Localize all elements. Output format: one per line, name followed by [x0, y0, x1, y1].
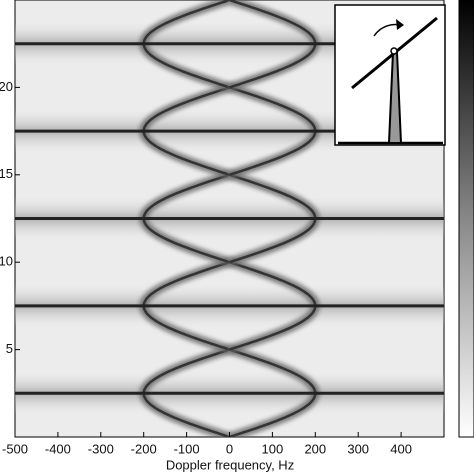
x-tick-label: 400 — [390, 441, 412, 456]
y-tick-label: 10 — [0, 254, 13, 269]
axes: -500 -400 -300 -200 -100 0 100 200 300 400 5 10 15 20 — [0, 79, 412, 457]
hub — [390, 47, 398, 55]
inset — [334, 4, 446, 146]
x-tick-label: 300 — [347, 441, 369, 456]
x-tick-label: -100 — [174, 441, 200, 456]
x-tick-label: -500 — [2, 441, 28, 456]
y-tick-label: 5 — [6, 341, 13, 356]
x-tick-label: 100 — [262, 441, 284, 456]
x-axis-label: Doppler frequency, Hz — [166, 457, 294, 472]
x-tick-label: -300 — [88, 441, 114, 456]
arrow-head — [396, 19, 404, 30]
x-tick-label: -200 — [131, 441, 157, 456]
y-tick-label: 20 — [0, 79, 13, 94]
colorbar — [458, 0, 474, 438]
x-tick-label: -400 — [45, 441, 71, 456]
x-tick-label: 200 — [304, 441, 326, 456]
y-tick-label: 15 — [0, 166, 13, 181]
x-tick-label: 0 — [226, 441, 233, 456]
